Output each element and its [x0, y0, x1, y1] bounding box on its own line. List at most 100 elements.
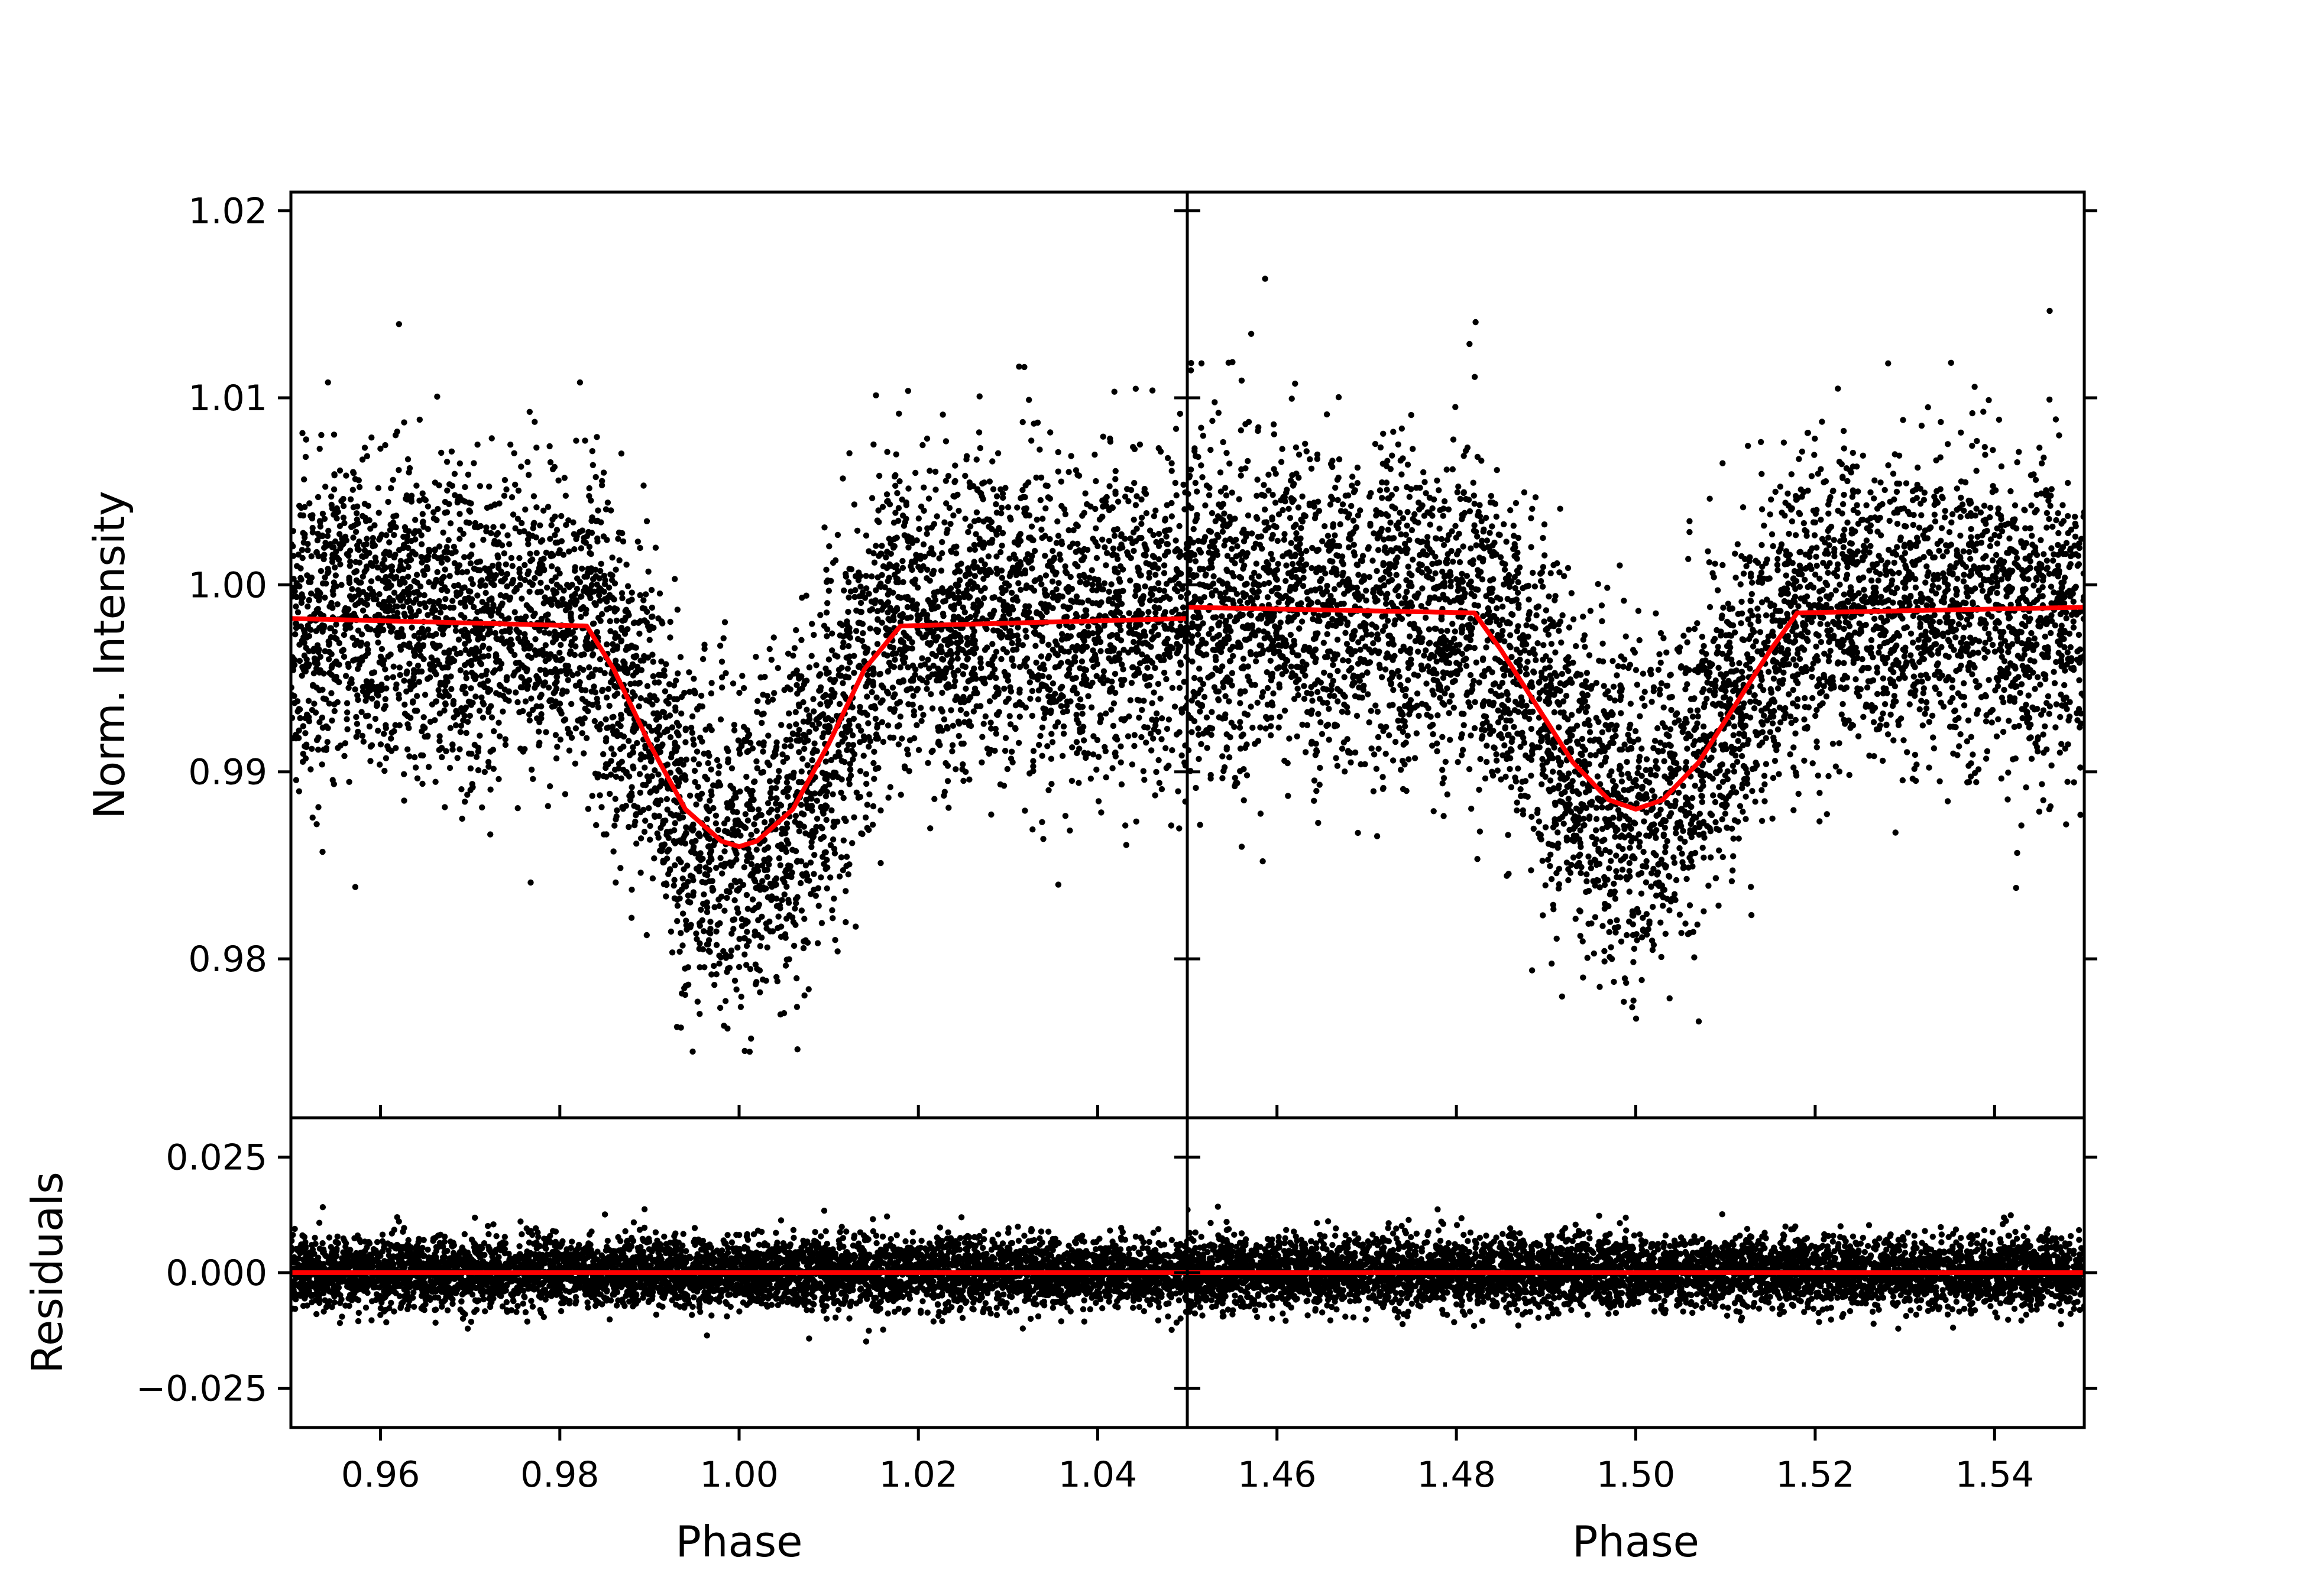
data-point: [717, 855, 724, 861]
data-point: [808, 839, 815, 845]
data-point: [1152, 792, 1158, 799]
data-point: [359, 456, 366, 463]
data-point: [985, 553, 992, 560]
data-point: [1144, 724, 1151, 731]
data-point: [598, 611, 605, 618]
data-point: [678, 711, 685, 717]
data-point: [430, 509, 437, 515]
data-point: [1111, 533, 1118, 539]
data-point: [299, 672, 305, 679]
data-point: [516, 554, 523, 562]
data-point: [1019, 486, 1026, 494]
data-point: [774, 806, 780, 813]
data-point: [353, 734, 359, 740]
data-point: [452, 549, 459, 555]
data-point: [689, 1048, 696, 1055]
data-point: [725, 756, 731, 763]
data-point: [485, 706, 492, 712]
data-point: [796, 749, 802, 755]
data-point: [1097, 715, 1105, 722]
data-point: [644, 773, 651, 780]
data-point: [303, 644, 309, 651]
data-point: [695, 783, 701, 790]
data-point: [418, 541, 425, 547]
data-point: [441, 707, 448, 714]
data-point: [1002, 624, 1009, 631]
data-point: [421, 600, 427, 606]
data-point: [667, 770, 674, 776]
data-point: [1047, 495, 1054, 502]
data-point: [562, 607, 569, 614]
data-point: [1144, 664, 1151, 671]
data-point: [914, 722, 920, 729]
data-point: [964, 655, 971, 661]
data-point: [355, 627, 362, 634]
data-point: [1163, 765, 1170, 771]
data-point: [329, 777, 336, 783]
data-point: [642, 742, 649, 749]
data-point: [1038, 526, 1045, 533]
data-point: [801, 745, 808, 752]
data-point: [477, 631, 483, 638]
data-point: [583, 735, 590, 741]
data-point: [326, 656, 332, 663]
data-point: [784, 774, 791, 780]
data-point: [529, 556, 536, 563]
data-point: [788, 874, 795, 880]
data-point: [740, 685, 747, 692]
data-point: [976, 429, 983, 436]
data-point: [1106, 483, 1113, 489]
data-point: [696, 945, 702, 952]
data-point: [340, 647, 346, 653]
data-point: [649, 604, 656, 611]
data-point: [628, 914, 635, 921]
data-point: [735, 737, 742, 744]
data-point: [603, 506, 610, 512]
data-point: [553, 674, 561, 680]
data-point: [367, 758, 374, 764]
data-point: [773, 739, 780, 746]
data-point: [390, 663, 397, 670]
data-point: [324, 570, 331, 576]
data-point: [1000, 646, 1007, 653]
data-point: [887, 784, 894, 790]
data-point: [713, 928, 720, 935]
data-point: [689, 713, 696, 720]
data-point: [939, 689, 945, 696]
data-point: [1106, 655, 1112, 661]
data-point: [362, 698, 369, 704]
data-point: [342, 626, 349, 632]
data-point: [897, 664, 904, 671]
data-point: [375, 601, 383, 608]
data-point: [397, 643, 404, 650]
data-point: [584, 640, 591, 646]
data-point: [655, 744, 661, 750]
data-point: [510, 672, 517, 679]
data-point: [1055, 881, 1062, 888]
data-point: [377, 761, 383, 768]
data-point: [545, 504, 552, 510]
data-point: [859, 621, 866, 627]
data-point: [951, 479, 958, 485]
data-point: [1037, 497, 1044, 504]
data-point: [1050, 680, 1057, 687]
data-point: [1156, 780, 1163, 786]
data-point: [646, 637, 653, 643]
data-point: [333, 621, 339, 628]
data-point: [604, 537, 610, 543]
data-point: [930, 663, 937, 669]
data-point: [834, 948, 841, 955]
data-point: [759, 878, 766, 884]
data-point: [713, 865, 720, 871]
data-point: [436, 733, 443, 739]
data-point: [782, 935, 789, 941]
data-point: [1118, 677, 1125, 683]
data-point: [586, 485, 592, 492]
data-point: [666, 693, 673, 700]
data-point: [572, 564, 578, 570]
data-point: [387, 527, 393, 533]
data-point: [1155, 680, 1162, 687]
data-point: [585, 806, 591, 812]
data-point: [914, 617, 921, 624]
data-point: [858, 830, 864, 837]
